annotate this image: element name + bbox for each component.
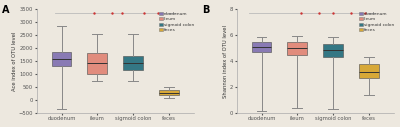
Y-axis label: Ace index of OTU level: Ace index of OTU level	[12, 31, 16, 91]
Point	[348, 12, 354, 14]
Text: A: A	[2, 5, 10, 15]
PathPatch shape	[323, 44, 343, 57]
Legend: duodenum, ileum, sigmoid colon, feces: duodenum, ileum, sigmoid colon, feces	[359, 12, 395, 32]
PathPatch shape	[52, 52, 72, 66]
PathPatch shape	[88, 53, 107, 74]
Point	[362, 12, 368, 14]
Point	[90, 12, 97, 14]
Legend: duodenum, ileum, sigmoid colon, feces: duodenum, ileum, sigmoid colon, feces	[159, 12, 195, 32]
Point	[155, 12, 161, 14]
PathPatch shape	[123, 56, 143, 70]
Point	[298, 12, 304, 14]
PathPatch shape	[288, 42, 307, 55]
Point	[108, 12, 115, 14]
Point	[141, 12, 147, 14]
Y-axis label: Shannon index of OTU level: Shannon index of OTU level	[223, 25, 228, 98]
Point	[119, 12, 126, 14]
PathPatch shape	[359, 65, 379, 78]
PathPatch shape	[159, 90, 179, 95]
Point	[316, 12, 322, 14]
Point	[330, 12, 336, 14]
PathPatch shape	[252, 42, 272, 52]
Text: B: B	[202, 5, 209, 15]
